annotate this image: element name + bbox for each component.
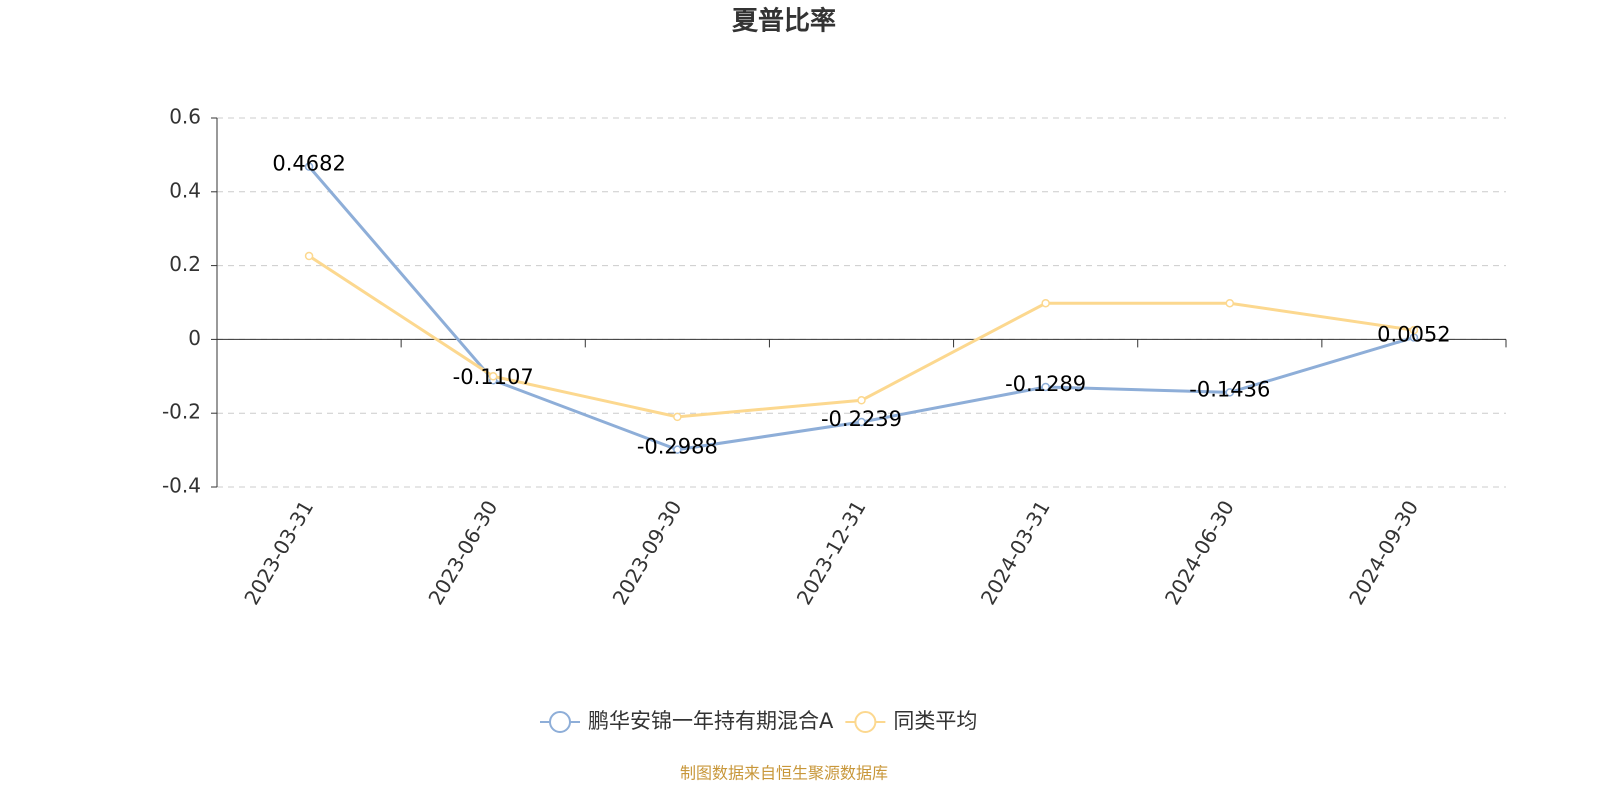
data-point — [1041, 298, 1050, 308]
x-tick-label: 2023-09-30 — [608, 496, 687, 609]
y-tick-label: 0.2 — [169, 252, 201, 276]
legend-label: 鹏华安锦一年持有期混合A — [588, 709, 834, 733]
data-point — [673, 412, 682, 422]
y-tick-label: -0.2 — [162, 400, 201, 424]
data-point — [304, 162, 314, 171]
data-point — [1041, 382, 1050, 392]
data-label: -0.1107 — [453, 365, 534, 389]
chart-title: 夏普比率 — [732, 6, 836, 37]
legend-marker — [549, 711, 571, 733]
data-point — [673, 445, 682, 454]
x-tick-label: 2023-06-30 — [423, 496, 502, 609]
y-tick-label: 0 — [188, 326, 201, 350]
data-label: -0.1436 — [1189, 377, 1270, 401]
y-tick-label: 0.6 — [169, 105, 201, 129]
data-point — [304, 251, 314, 261]
data-point — [1225, 298, 1235, 308]
y-tick-label: -0.4 — [162, 474, 201, 498]
source-note: 制图数据来自恒生聚源数据库 — [680, 764, 888, 783]
data-label: -0.2239 — [821, 407, 902, 431]
legend: 鹏华安锦一年持有期混合A 同类平均 — [540, 709, 977, 733]
x-tick-label: 2023-03-31 — [239, 496, 318, 609]
legend-marker — [854, 711, 877, 733]
x-tick-label: 2024-09-30 — [1344, 496, 1423, 609]
y-tick-label: 0.4 — [169, 178, 201, 202]
data-point — [857, 417, 866, 427]
data-point — [857, 396, 866, 405]
data-point — [1225, 388, 1235, 397]
legend-label: 同类平均 — [893, 709, 977, 733]
data-point — [1409, 325, 1419, 335]
x-tick-label: 2023-12-31 — [792, 496, 871, 609]
x-tick-label: 2024-03-31 — [976, 496, 1055, 609]
data-point — [488, 372, 498, 381]
data-label: -0.2988 — [637, 435, 718, 459]
x-tick-label: 2024-06-30 — [1160, 496, 1239, 609]
data-label: 0.4682 — [272, 152, 345, 176]
data-label: -0.1289 — [1005, 372, 1086, 396]
data-label: 0.0052 — [1377, 322, 1450, 346]
